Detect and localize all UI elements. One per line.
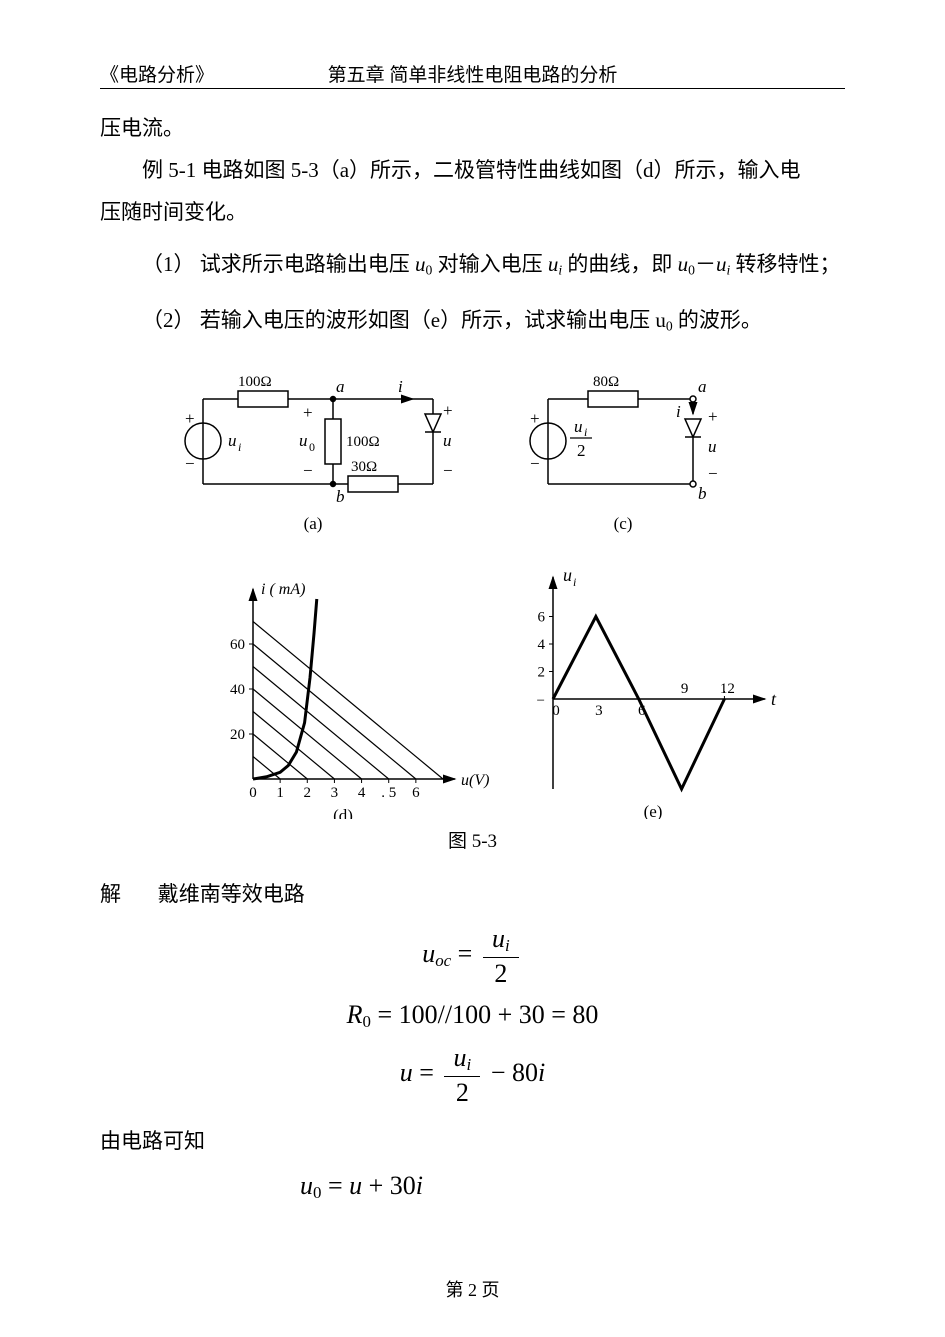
svg-text:100Ω: 100Ω bbox=[238, 374, 272, 390]
svg-text:9: 9 bbox=[680, 681, 688, 697]
figure-svg: 100Ωai+u−30Ωb+−ui100Ω+u0−(a)80Ωaib+u−+−u… bbox=[153, 359, 793, 819]
svg-text:6: 6 bbox=[412, 785, 420, 801]
svg-text:−: − bbox=[443, 461, 453, 480]
svg-text:+: + bbox=[708, 407, 718, 426]
svg-text:u: u bbox=[299, 431, 308, 450]
svg-text:i ( mA): i ( mA) bbox=[261, 581, 305, 598]
svg-text:+: + bbox=[443, 401, 453, 420]
paragraph-continuation: 压电流。 bbox=[100, 107, 845, 149]
svg-text:t: t bbox=[771, 689, 777, 709]
svg-text:3: 3 bbox=[330, 785, 338, 801]
svg-text:(a): (a) bbox=[303, 514, 322, 533]
svg-text:+: + bbox=[303, 403, 313, 422]
svg-text:2: 2 bbox=[537, 665, 545, 681]
svg-text:1: 1 bbox=[276, 785, 284, 801]
svg-text:40: 40 bbox=[230, 682, 245, 698]
svg-text:0: 0 bbox=[552, 703, 560, 719]
svg-text:−: − bbox=[536, 693, 544, 709]
svg-text:6: 6 bbox=[537, 610, 545, 626]
solution-label: 解 bbox=[100, 882, 121, 906]
page-footer: 第 2 页 bbox=[0, 1276, 945, 1302]
example-intro-line1: 例 5-1 电路如图 5-3（a）所示，二极管特性曲线如图（d）所示，输入电 bbox=[100, 149, 845, 191]
svg-text:0: 0 bbox=[249, 785, 257, 801]
svg-text:2: 2 bbox=[577, 441, 586, 460]
svg-text:80Ω: 80Ω bbox=[593, 374, 619, 390]
svg-text:i: i bbox=[573, 575, 576, 589]
svg-text:+: + bbox=[185, 409, 195, 428]
svg-text:b: b bbox=[698, 484, 707, 503]
svg-text:−: − bbox=[303, 461, 313, 480]
svg-text:u: u bbox=[708, 437, 717, 456]
figure-caption: 图 5-3 bbox=[100, 826, 845, 853]
equation-u0: u0 = u + 30i bbox=[100, 1170, 845, 1204]
svg-text:+: + bbox=[530, 409, 540, 428]
question-2: （2） 若输入电压的波形如图（e）所示，试求输出电压 u0 的波形。 bbox=[100, 299, 845, 341]
svg-text:(e): (e) bbox=[643, 802, 662, 819]
svg-text:3: 3 bbox=[595, 703, 603, 719]
figure-5-3: 100Ωai+u−30Ωb+−ui100Ω+u0−(a)80Ωaib+u−+−u… bbox=[100, 359, 845, 853]
svg-text:a: a bbox=[698, 377, 707, 396]
svg-text:4: 4 bbox=[537, 637, 545, 653]
svg-text:4: 4 bbox=[357, 785, 365, 801]
svg-text:2: 2 bbox=[303, 785, 311, 801]
example-intro-line2: 压随时间变化。 bbox=[100, 191, 845, 233]
svg-text:−: − bbox=[708, 464, 718, 483]
svg-text:−: − bbox=[185, 454, 195, 473]
svg-text:u: u bbox=[443, 431, 452, 450]
svg-text:u(V): u(V) bbox=[461, 772, 489, 789]
svg-text:a: a bbox=[336, 377, 345, 396]
solution-text-1: 戴维南等效电路 bbox=[158, 882, 305, 906]
svg-text:20: 20 bbox=[230, 727, 245, 743]
equation-u: u = ui2 − 80i bbox=[100, 1042, 845, 1108]
svg-text:i: i bbox=[584, 425, 587, 439]
svg-text:i: i bbox=[238, 440, 241, 454]
svg-text:(d): (d) bbox=[333, 806, 353, 819]
question-1: （1） 试求所示电路输出电压 u0 对输入电压 ui 的曲线，即 u0－ui 转… bbox=[100, 243, 845, 285]
solution-text-2: 由电路可知 bbox=[100, 1118, 845, 1164]
svg-text:0: 0 bbox=[309, 440, 315, 454]
svg-text:−: − bbox=[530, 454, 540, 473]
svg-text:i: i bbox=[398, 377, 403, 396]
svg-text:(c): (c) bbox=[613, 514, 632, 533]
equation-uoc: uoc = ui2 bbox=[100, 923, 845, 989]
svg-text:100Ω: 100Ω bbox=[346, 434, 380, 450]
header-chapter: 第五章 简单非线性电阻电路的分析 bbox=[328, 60, 618, 87]
svg-text:60: 60 bbox=[230, 637, 245, 653]
svg-text:12: 12 bbox=[719, 681, 734, 697]
svg-text:u: u bbox=[563, 565, 572, 585]
svg-text:b: b bbox=[336, 487, 345, 506]
svg-text:. 5: . 5 bbox=[381, 785, 396, 801]
svg-text:u: u bbox=[228, 431, 237, 450]
svg-text:u: u bbox=[574, 417, 583, 436]
svg-text:30Ω: 30Ω bbox=[351, 459, 377, 475]
svg-text:i: i bbox=[676, 402, 681, 421]
header-book-title: 《电路分析》 bbox=[100, 60, 214, 87]
equation-r0: R0 = 100//100 + 30 = 80 bbox=[100, 999, 845, 1033]
